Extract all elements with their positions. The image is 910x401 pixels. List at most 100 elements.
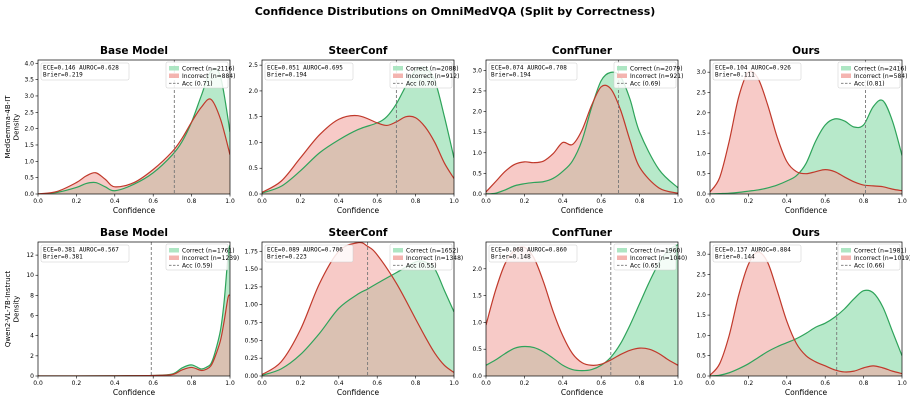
legend-label: Correct (n=2116) [182, 65, 235, 72]
metrics-line: Brier=0.148 [491, 254, 531, 261]
x-tick-label: 0.4 [558, 198, 568, 205]
x-tick-label: 0.2 [520, 380, 530, 387]
x-tick-label: 0.4 [110, 198, 120, 205]
x-tick-label: 1.0 [225, 198, 235, 205]
y-tick-label: 1.50 [245, 266, 259, 273]
panel-title: Ours [792, 227, 820, 239]
y-tick-label: 2.5 [696, 271, 706, 278]
plot-area [486, 60, 678, 194]
incorrect-density-line [710, 251, 902, 376]
axes-frame [709, 59, 903, 195]
y-tick-label: 2.0 [696, 292, 706, 299]
y-tick-label: 0.5 [472, 346, 482, 353]
legend: Correct (n=2416)Incorrect (n=584)Acc (0.… [837, 61, 907, 89]
y-tick-label: 0.5 [24, 175, 34, 182]
legend-bg [389, 243, 453, 271]
panel-title: Base Model [100, 227, 168, 239]
y-tick-label: 2.5 [248, 62, 258, 69]
metrics-line: ECE=0.146 AUROC=0.628 [43, 65, 119, 72]
metrics-box-bg [264, 62, 354, 81]
metrics-box-bg [712, 244, 802, 263]
x-tick-label: 1.0 [897, 380, 907, 387]
correct-legend-swatch [617, 66, 627, 71]
panel-1-1: SteerConf 0.0 0.2 0.4 0.6 0.8 1.0 0.00 0.25 0.50 0… [245, 227, 464, 397]
incorrect-legend-swatch [169, 73, 179, 78]
panel-title: SteerConf [329, 227, 388, 239]
metrics-line: Brier=0.219 [43, 72, 83, 79]
x-tick-label: 1.0 [673, 198, 683, 205]
legend: Correct (n=1761)Incorrect (n=1239)Acc (0… [165, 243, 239, 271]
panel-1-2: ConfTuner 0.0 0.2 0.4 0.6 0.8 1.0 0.0 0.5 1.0 1.5 2… [472, 227, 687, 397]
metrics-box-bg [264, 244, 354, 263]
legend-label: Incorrect (n=1040) [630, 255, 687, 262]
correct-legend-swatch [169, 248, 179, 253]
x-tick-label: 0.6 [596, 198, 606, 205]
x-axis-label: Confidence [113, 206, 156, 215]
legend: Correct (n=1981)Incorrect (n=1019)Acc (0… [837, 243, 910, 271]
x-tick-label: 0.2 [296, 380, 306, 387]
y-tick-label: 12 [26, 252, 34, 259]
legend: Correct (n=1652)Incorrect (n=1348)Acc (0… [389, 243, 463, 271]
x-tick-label: 0.2 [744, 198, 754, 205]
incorrect-density-line [710, 70, 902, 193]
y-tick-label: 0.25 [245, 355, 259, 362]
x-tick-label: 0.8 [859, 380, 869, 387]
y-tick-label: 3.0 [696, 69, 706, 76]
metrics-line: Brier=0.381 [43, 254, 83, 261]
legend-label: Correct (n=1761) [182, 247, 235, 254]
y-tick-label: 1.00 [245, 302, 259, 309]
y-tick-label: 2.0 [24, 126, 34, 133]
panel-title: Ours [792, 45, 820, 57]
y-tick-label: 3.0 [696, 251, 706, 258]
correct-density-line [710, 99, 902, 194]
x-tick-label: 1.0 [225, 380, 235, 387]
y-tick-label: 1.0 [472, 150, 482, 157]
y-tick-label: 0.0 [472, 191, 482, 198]
plot-area [710, 242, 902, 376]
legend-label: Incorrect (n=1348) [406, 255, 463, 262]
correct-density-area [710, 290, 902, 376]
panel-title: Base Model [100, 45, 168, 57]
incorrect-density-area [262, 242, 454, 376]
axes-frame [261, 241, 455, 377]
x-axis-label: Confidence [561, 206, 604, 215]
panels-group: MedGemma-4B-ITDensity Qwen2-VL-7B-Instruc… [4, 45, 910, 397]
metrics-box-bg [40, 244, 130, 263]
legend-label: Acc (0.81) [854, 80, 885, 87]
incorrect-legend-swatch [393, 73, 403, 78]
x-tick-label: 0.0 [33, 198, 43, 205]
metrics-box-bg [712, 62, 802, 81]
correct-density-line [486, 244, 678, 372]
y-tick-label: 2.0 [472, 266, 482, 273]
y-tick-label: 0.5 [696, 353, 706, 360]
legend-label: Acc (0.70) [406, 80, 437, 87]
y-tick-label: 0.0 [472, 373, 482, 380]
correct-density-area [710, 99, 902, 194]
metrics-line: ECE=0.051 AUROC=0.695 [267, 65, 343, 72]
y-tick-label: 0.0 [696, 373, 706, 380]
y-tick-label: 1.0 [696, 332, 706, 339]
y-tick-label: 2.5 [472, 88, 482, 95]
y-tick-label: 0 [30, 373, 34, 380]
x-tick-label: 1.0 [897, 198, 907, 205]
correct-legend-swatch [841, 248, 851, 253]
legend-bg [613, 243, 677, 271]
y-tick-label: 1.0 [24, 158, 34, 165]
panel-title: ConfTuner [552, 45, 613, 57]
legend-label: Correct (n=1960) [630, 247, 683, 254]
incorrect-density-area [262, 115, 454, 194]
metrics-line: Brier=0.223 [267, 254, 307, 261]
y-tick-label: 2 [30, 353, 34, 360]
panel-0-0: Base Model 0.0 0.2 0.4 0.6 0.8 1.0 0.0 0.5 1.0 1.5… [24, 45, 235, 215]
incorrect-density-line [38, 294, 230, 376]
legend: Correct (n=2079)Incorrect (n=921)Acc (0.… [613, 61, 683, 89]
legend-label: Incorrect (n=912) [406, 73, 459, 80]
plot-area [710, 60, 902, 194]
y-tick-label: 6 [30, 313, 34, 320]
metrics-box-bg [488, 62, 578, 81]
legend-label: Acc (0.65) [630, 262, 661, 269]
x-tick-label: 0.8 [411, 380, 421, 387]
